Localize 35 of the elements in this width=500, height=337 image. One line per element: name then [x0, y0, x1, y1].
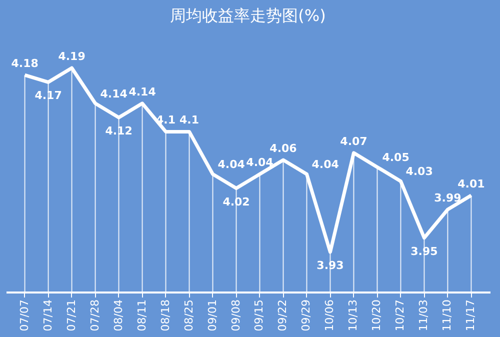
x-tick-label: 09/01 — [206, 300, 219, 332]
x-tick-label: 09/22 — [276, 300, 290, 332]
data-label: 4.14 — [128, 85, 156, 98]
x-tick-label: 11/10 — [440, 300, 454, 332]
x-tick-label: 08/18 — [158, 300, 172, 332]
data-label: 3.99 — [434, 192, 462, 205]
data-label: 4.18 — [11, 57, 38, 70]
x-tick-label: 10/06 — [323, 300, 336, 332]
x-tick-label: 07/28 — [88, 300, 102, 332]
x-tick-label: 11/03 — [417, 300, 430, 332]
x-tick-label: 08/11 — [135, 300, 148, 332]
x-tick-label: 09/15 — [252, 300, 266, 332]
x-tick-label: 08/04 — [112, 300, 125, 332]
data-label: 4.03 — [406, 165, 433, 178]
data-label: 4.01 — [458, 177, 485, 190]
x-tick-label: 10/13 — [346, 300, 360, 332]
data-label: 4.06 — [270, 142, 298, 155]
data-label: 4.04 — [312, 158, 340, 172]
data-label: 4.1 — [180, 114, 200, 127]
x-tick-label: 08/25 — [182, 300, 196, 332]
data-label: 4.04 — [246, 156, 274, 170]
x-tick-label: 07/21 — [64, 300, 78, 332]
x-tick-label: 10/20 — [370, 300, 384, 332]
data-label: 4.07 — [340, 134, 368, 148]
data-label: 4.14 — [100, 87, 128, 100]
data-label: 4.19 — [58, 50, 86, 63]
x-tick-label: 09/29 — [300, 300, 313, 332]
x-tick-label: 07/07 — [18, 300, 31, 332]
x-tick-label: 09/08 — [229, 300, 242, 332]
chart-title: 周均收益率走势图(%) — [170, 6, 326, 25]
x-tick-label: 07/14 — [41, 300, 54, 332]
x-tick-label: 11/17 — [464, 300, 478, 332]
data-label: 4.05 — [382, 151, 410, 164]
data-label: 4.04 — [218, 158, 246, 172]
x-tick-label: 10/27 — [394, 300, 407, 332]
